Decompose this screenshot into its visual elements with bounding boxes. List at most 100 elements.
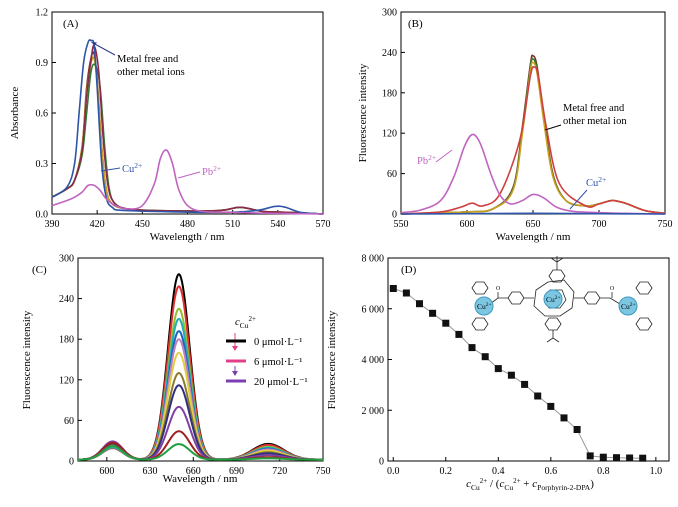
- panel-d-xtick-label: 1.0: [650, 466, 663, 477]
- panel-a-series-line-5: [51, 149, 324, 215]
- panel-c-ytick-label: 120: [59, 375, 74, 386]
- panel-c-ylabel: Fluorescence intensity: [21, 310, 33, 409]
- panel-d-ytick-label: 4 000: [362, 355, 385, 366]
- panel-d-series: [389, 285, 647, 462]
- cu-ion-left: [474, 296, 494, 316]
- panel-a-metalfree-line1: Metal free and: [117, 54, 179, 65]
- panel-a-xtick-label: 420: [90, 219, 105, 230]
- cu-ion-right: [618, 296, 638, 316]
- panel-c-legend-arrowhead2: [232, 371, 238, 376]
- panel-b-ytick-label: 120: [382, 129, 397, 140]
- panel-a-series-line-3: [51, 44, 324, 215]
- panel-c-xtick-label: 600: [99, 466, 114, 477]
- panel-b-xlabel: Wavelength / nm: [496, 231, 571, 243]
- panel-b-xtick-label: 600: [460, 219, 475, 230]
- panel-d-point-2: [416, 300, 423, 308]
- panel-d-ytick-label: 2 000: [362, 406, 385, 417]
- panel-d-ticks: 0.0 0.2 0.4 0.6 0.8 1.0 0 2 000 4 000 6 000 8 000: [362, 254, 663, 478]
- panel-c-xtick-label: 660: [186, 466, 201, 477]
- panel-a-series-line-4: [51, 39, 324, 215]
- panel-a-ytick-label: 1.2: [36, 8, 49, 19]
- panel-a-xtick-label: 540: [270, 219, 285, 230]
- left-aryl-ring: [507, 291, 525, 305]
- panel-c-ytick-label: 300: [59, 254, 74, 265]
- panel-b-series-line-4: [400, 133, 666, 215]
- panel-b-xtick-label: 650: [526, 219, 541, 230]
- panel-b-frame: [400, 11, 666, 215]
- panel-c-ticks: 600 630 660 690 720 750 0 60 120 180 240 300: [59, 254, 331, 478]
- panel-c-legend-arrowhead1: [232, 346, 238, 351]
- panel-a: 390 420 450 480 510 540 570 0.0 0.3 0.6 0.9 1.2 (A)…: [9, 8, 331, 244]
- panel-c-legend-title: cCu2+: [235, 315, 256, 330]
- panel-c-legend: cCu2+ 0 μmol·L⁻¹ 6 μmol·L⁻¹ 20 μmol·L⁻¹: [226, 315, 308, 388]
- panel-b-cu-arrow: [569, 189, 588, 210]
- panel-d-point-4: [442, 319, 450, 327]
- panel-a-pb-arrow: [177, 171, 201, 179]
- panel-d-point-16: [599, 453, 607, 461]
- left-pyridine-top: [471, 281, 489, 295]
- panel-d-point-14: [573, 426, 581, 433]
- panel-b-series-line-5: [400, 212, 666, 215]
- cu-ion-center: [543, 289, 563, 309]
- panel-b-cu-label: Cu2+: [586, 175, 606, 189]
- panel-d-ytick-label: 6 000: [362, 304, 385, 315]
- panel-d-ytick-label: 0: [379, 457, 384, 468]
- panel-c-frame: [77, 257, 324, 462]
- panel-d-point-13: [560, 414, 568, 422]
- panel-b-xtick-label: 700: [592, 219, 607, 230]
- panel-b-ytick-label: 60: [387, 169, 397, 180]
- panel-a-ticks: 390 420 450 480 510 540 570 0.0 0.3 0.6 0.9 1.2: [36, 8, 331, 231]
- panel-b-ytick-label: 240: [382, 48, 397, 59]
- panel-b-metalfree-arrow: [544, 124, 562, 131]
- panel-d-point-19: [639, 454, 647, 462]
- panel-a-xtick-label: 450: [135, 219, 150, 230]
- panel-c-ytick-label: 0: [69, 457, 74, 468]
- panel-d-xtick-label: 0.6: [545, 466, 558, 477]
- bottom-aryl-ring: [544, 317, 562, 331]
- panel-b-metalfree-line1: Metal free and: [563, 103, 625, 114]
- panel-b-xtick-label: 750: [658, 219, 673, 230]
- panel-d-point-0: [389, 285, 397, 292]
- panel-a-ytick-label: 0.3: [36, 159, 49, 170]
- panel-a-label: (A): [63, 18, 79, 30]
- panel-c-ytick-label: 60: [64, 416, 74, 427]
- panel-a-pb-label: Pb2+: [202, 164, 221, 178]
- panel-b-label: (B): [408, 18, 423, 30]
- right-linker: [574, 292, 621, 305]
- panel-b: 550 600 650 700 750 0 60 120 180 240 300 (B) Wavel…: [357, 8, 673, 244]
- right-aryl-ring: [583, 291, 601, 305]
- panel-b-series-line-0: [400, 54, 666, 215]
- cu-ion-center-label: Cu2+: [546, 295, 561, 304]
- panel-b-metalfree-line2: other metal ion: [563, 116, 627, 127]
- right-pyridine-top: [635, 281, 653, 295]
- panel-d-point-17: [613, 454, 620, 462]
- cu-ion-right-label: Cu2+: [621, 302, 636, 311]
- panel-c-ytick-label: 240: [59, 294, 74, 305]
- panel-d-point-15: [586, 452, 594, 460]
- panel-a-ytick-label: 0.9: [36, 58, 49, 69]
- right-pyridine-bottom: [635, 317, 653, 331]
- panel-a-series: [51, 39, 324, 215]
- panel-a-xtick-label: 570: [316, 219, 331, 230]
- top-tbu: [550, 256, 564, 270]
- panel-c-xtick-label: 690: [229, 466, 244, 477]
- panel-b-series-line-2: [400, 61, 666, 215]
- panel-b-series-line-1: [400, 57, 666, 215]
- panel-c-xtick-label: 630: [143, 466, 158, 477]
- panel-d-point-10: [521, 380, 529, 388]
- panel-c-legend-item-2: 20 μmol·L⁻¹: [254, 377, 308, 388]
- panel-c-series: [77, 273, 324, 461]
- panel-d-ytick-label: 8 000: [362, 254, 385, 265]
- panel-a-ylabel: Absorbance: [9, 87, 21, 140]
- panel-a-cu-arrow: [100, 167, 121, 172]
- panel-b-ylabel: Fluorescence intensity: [357, 63, 369, 162]
- panel-a-metalfree-line2: other metal ions: [117, 67, 185, 78]
- panel-d-point-8: [494, 365, 502, 373]
- panel-c-series-line-11: [77, 443, 323, 461]
- left-pyridine-bottom: [471, 317, 489, 331]
- panel-d-point-9: [507, 371, 515, 379]
- top-aryl-ring: [548, 269, 566, 283]
- panel-b-ytick-label: 180: [382, 88, 397, 99]
- panel-d-frame: [387, 257, 670, 462]
